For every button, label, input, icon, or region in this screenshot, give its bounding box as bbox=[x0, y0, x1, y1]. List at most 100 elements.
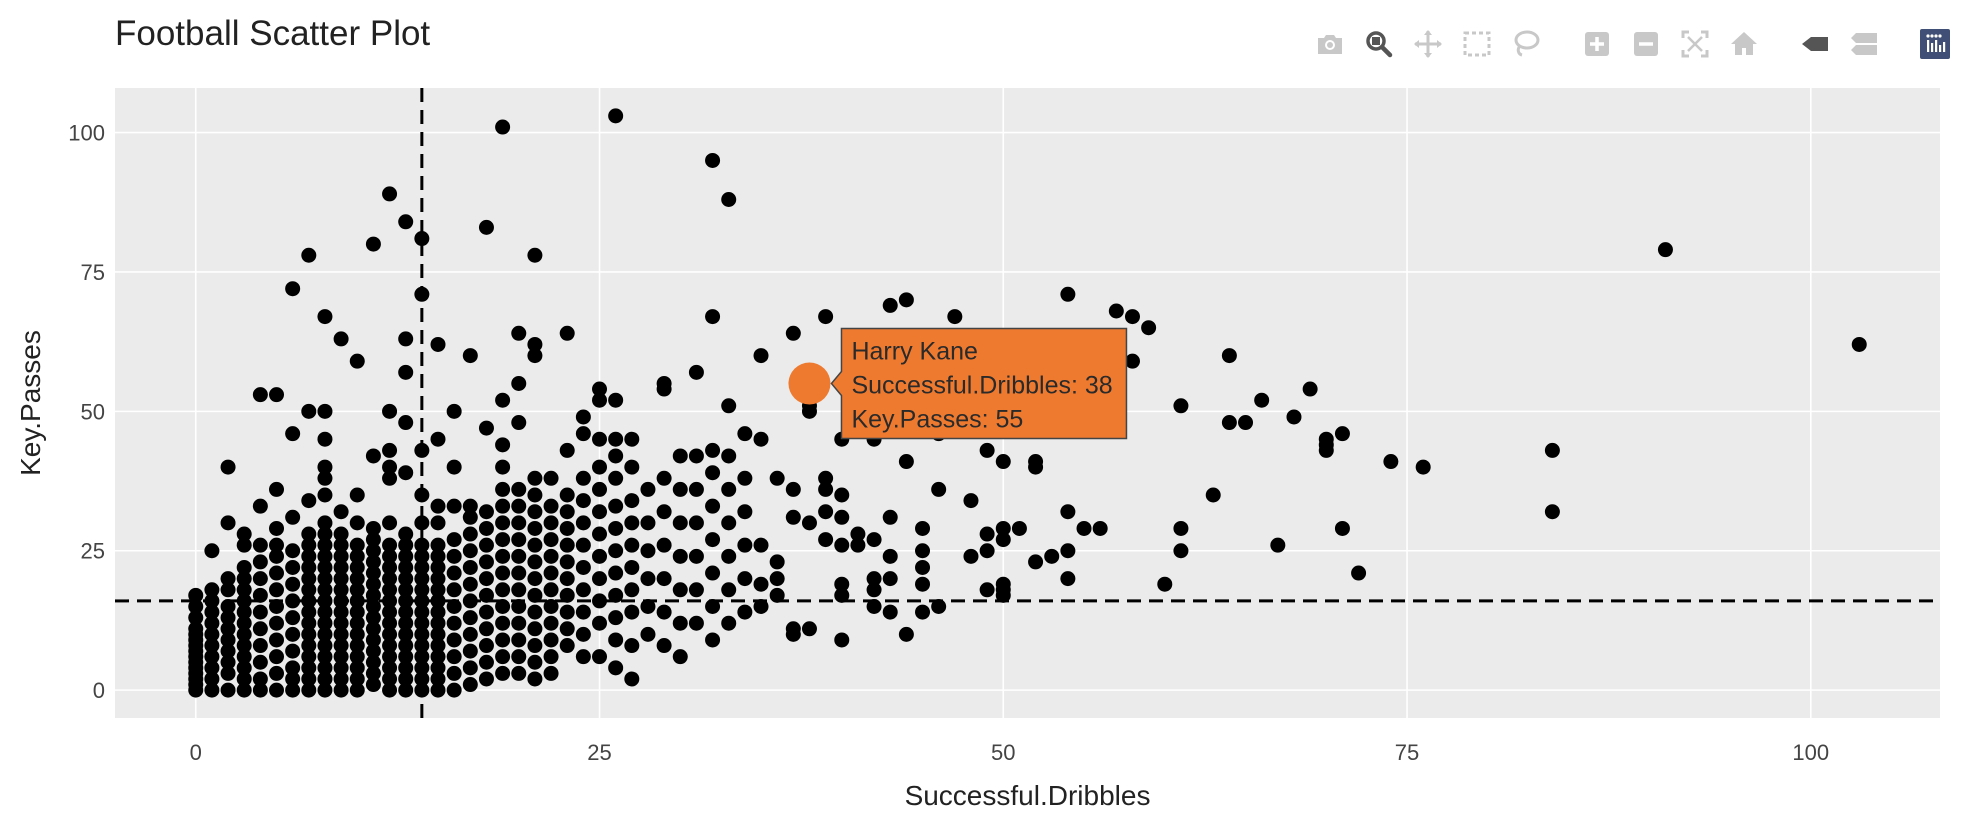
data-point[interactable] bbox=[478, 219, 494, 235]
data-point[interactable] bbox=[495, 582, 511, 598]
data-point[interactable] bbox=[414, 649, 430, 665]
data-point[interactable] bbox=[511, 665, 527, 681]
data-point[interactable] bbox=[511, 498, 527, 514]
data-point[interactable] bbox=[382, 649, 398, 665]
data-point[interactable] bbox=[527, 587, 543, 603]
data-point[interactable] bbox=[349, 353, 365, 369]
data-point[interactable] bbox=[1124, 353, 1140, 369]
data-point[interactable] bbox=[365, 236, 381, 252]
data-point[interactable] bbox=[252, 604, 268, 620]
data-point[interactable] bbox=[301, 571, 317, 587]
data-point[interactable] bbox=[688, 548, 704, 564]
data-point[interactable] bbox=[317, 309, 333, 325]
data-point[interactable] bbox=[430, 548, 446, 564]
data-point[interactable] bbox=[446, 665, 462, 681]
data-point[interactable] bbox=[511, 598, 527, 614]
data-point[interactable] bbox=[204, 543, 220, 559]
data-point[interactable] bbox=[349, 515, 365, 531]
data-point[interactable] bbox=[527, 571, 543, 587]
data-point[interactable] bbox=[1544, 442, 1560, 458]
data-point[interactable] bbox=[317, 682, 333, 698]
data-point[interactable] bbox=[527, 487, 543, 503]
data-point[interactable] bbox=[446, 565, 462, 581]
data-point[interactable] bbox=[608, 470, 624, 486]
data-points[interactable] bbox=[188, 108, 1867, 698]
data-point[interactable] bbox=[882, 548, 898, 564]
data-point[interactable] bbox=[1092, 520, 1108, 536]
data-point[interactable] bbox=[688, 515, 704, 531]
data-point[interactable] bbox=[317, 559, 333, 575]
data-point[interactable] bbox=[640, 571, 656, 587]
data-point[interactable] bbox=[236, 537, 252, 553]
data-point[interactable] bbox=[705, 598, 721, 614]
data-point[interactable] bbox=[656, 604, 672, 620]
data-point[interactable] bbox=[349, 582, 365, 598]
data-point[interactable] bbox=[269, 520, 285, 536]
data-point[interactable] bbox=[834, 509, 850, 525]
data-point[interactable] bbox=[333, 526, 349, 542]
data-point[interactable] bbox=[446, 532, 462, 548]
data-point[interactable] bbox=[301, 593, 317, 609]
data-point[interactable] bbox=[688, 615, 704, 631]
data-point[interactable] bbox=[220, 598, 236, 614]
data-point[interactable] bbox=[850, 526, 866, 542]
data-point[interactable] bbox=[382, 671, 398, 687]
data-point[interactable] bbox=[543, 649, 559, 665]
data-point[interactable] bbox=[398, 649, 414, 665]
data-point[interactable] bbox=[559, 587, 575, 603]
data-point[interactable] bbox=[495, 649, 511, 665]
data-point[interactable] bbox=[365, 643, 381, 659]
data-point[interactable] bbox=[333, 682, 349, 698]
data-point[interactable] bbox=[769, 470, 785, 486]
data-point[interactable] bbox=[882, 571, 898, 587]
data-point[interactable] bbox=[301, 671, 317, 687]
data-point[interactable] bbox=[1351, 565, 1367, 581]
data-point[interactable] bbox=[398, 548, 414, 564]
data-point[interactable] bbox=[317, 537, 333, 553]
data-point[interactable] bbox=[543, 598, 559, 614]
data-point[interactable] bbox=[672, 582, 688, 598]
data-point[interactable] bbox=[430, 649, 446, 665]
data-point[interactable] bbox=[543, 665, 559, 681]
data-point[interactable] bbox=[592, 548, 608, 564]
data-point[interactable] bbox=[672, 649, 688, 665]
data-point[interactable] bbox=[349, 638, 365, 654]
data-point[interactable] bbox=[349, 626, 365, 642]
data-point[interactable] bbox=[252, 638, 268, 654]
data-point[interactable] bbox=[947, 309, 963, 325]
data-point[interactable] bbox=[269, 387, 285, 403]
data-point[interactable] bbox=[769, 554, 785, 570]
data-point[interactable] bbox=[285, 281, 301, 297]
data-point[interactable] bbox=[414, 571, 430, 587]
data-point[interactable] bbox=[495, 119, 511, 135]
autoscale-icon[interactable] bbox=[1675, 24, 1715, 64]
data-point[interactable] bbox=[705, 632, 721, 648]
data-point[interactable] bbox=[527, 348, 543, 364]
data-point[interactable] bbox=[398, 671, 414, 687]
data-point[interactable] bbox=[317, 671, 333, 687]
data-point[interactable] bbox=[398, 660, 414, 676]
data-point[interactable] bbox=[1124, 309, 1140, 325]
data-point[interactable] bbox=[333, 671, 349, 687]
data-point[interactable] bbox=[382, 638, 398, 654]
data-point[interactable] bbox=[333, 649, 349, 665]
data-point[interactable] bbox=[1028, 454, 1044, 470]
data-point[interactable] bbox=[624, 604, 640, 620]
data-point[interactable] bbox=[624, 638, 640, 654]
data-point[interactable] bbox=[592, 459, 608, 475]
data-point[interactable] bbox=[301, 537, 317, 553]
data-point[interactable] bbox=[834, 632, 850, 648]
data-point[interactable] bbox=[656, 504, 672, 520]
data-point[interactable] bbox=[769, 571, 785, 587]
data-point[interactable] bbox=[398, 214, 414, 230]
camera-icon[interactable] bbox=[1310, 24, 1350, 64]
data-point[interactable] bbox=[1173, 520, 1189, 536]
data-point[interactable] bbox=[527, 554, 543, 570]
data-point[interactable] bbox=[624, 582, 640, 598]
data-point[interactable] bbox=[624, 431, 640, 447]
data-point[interactable] bbox=[495, 437, 511, 453]
data-point[interactable] bbox=[220, 632, 236, 648]
data-point[interactable] bbox=[737, 604, 753, 620]
reset-axes-icon[interactable] bbox=[1724, 24, 1764, 64]
data-point[interactable] bbox=[252, 621, 268, 637]
